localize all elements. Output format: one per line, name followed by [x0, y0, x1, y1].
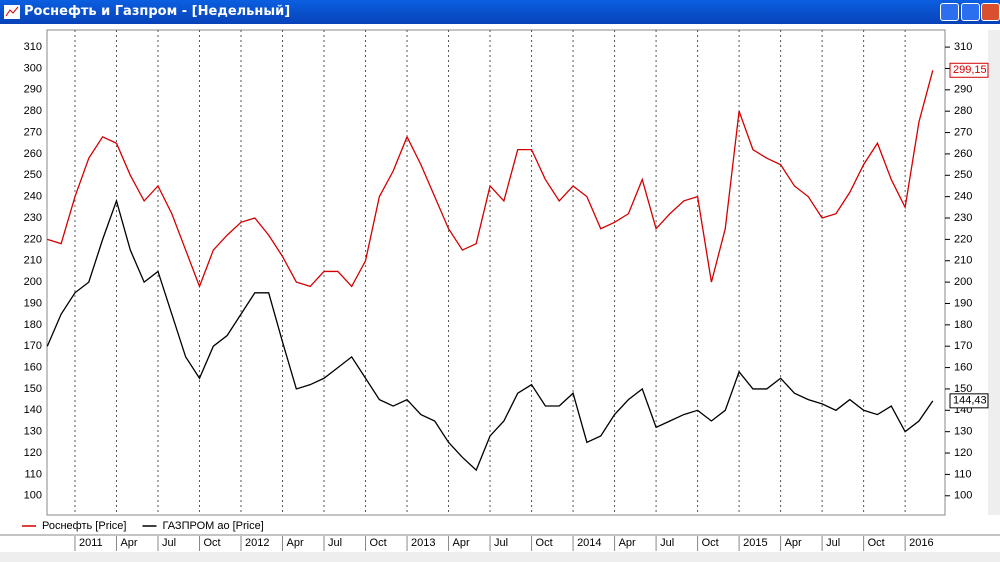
last-price-label: 299,15	[953, 64, 987, 76]
legend-label: ГАЗПРОМ ао [Price]	[162, 520, 263, 532]
side-scroll[interactable]	[988, 30, 1000, 515]
y2-tick-label: 100	[954, 490, 972, 502]
y2-tick-label: 220	[954, 233, 972, 245]
y-tick-label: 260	[24, 148, 42, 160]
y2-tick-label: 280	[954, 105, 972, 117]
x-tick-label: Apr	[619, 537, 636, 549]
x-tick-label: Apr	[453, 537, 470, 549]
y-tick-label: 280	[24, 105, 42, 117]
y-tick-label: 230	[24, 212, 42, 224]
chart-bg	[0, 24, 1000, 562]
x-tick-label: 2011	[79, 537, 103, 549]
y-tick-label: 120	[24, 447, 42, 459]
x-tick-label: Oct	[868, 537, 885, 549]
y2-tick-label: 180	[954, 319, 972, 331]
y2-tick-label: 150	[954, 383, 972, 395]
x-tick-label: Jul	[826, 537, 840, 549]
close-button[interactable]	[981, 3, 1000, 21]
x-tick-label: Oct	[370, 537, 387, 549]
x-tick-label: 2014	[577, 537, 601, 549]
y-tick-label: 240	[24, 191, 42, 203]
last-price-box	[949, 62, 989, 78]
bottom-scroll[interactable]	[0, 552, 1000, 562]
plot-frame	[46, 29, 946, 516]
x-tick-label: Oct	[203, 537, 220, 549]
window-title: Роснефть и Газпром - [Недельный]	[24, 4, 291, 19]
x-tick-label: Oct	[702, 537, 719, 549]
maximize-button[interactable]	[961, 3, 980, 21]
price-line	[47, 70, 934, 289]
y-tick-label: 270	[24, 126, 42, 138]
y2-tick-label: 240	[954, 191, 972, 203]
y2-tick-label: 190	[954, 297, 972, 309]
x-tick-label: Apr	[120, 537, 137, 549]
y-tick-label: 250	[24, 169, 42, 181]
y-tick-label: 130	[24, 426, 42, 438]
y2-tick-label: 230	[954, 212, 972, 224]
y-tick-label: 150	[24, 383, 42, 395]
app-icon	[4, 5, 20, 19]
y-tick-label: 170	[24, 340, 42, 352]
last-price-box	[949, 393, 989, 409]
x-tick-label: Jul	[660, 537, 674, 549]
y2-tick-label: 260	[954, 148, 972, 160]
y-tick-label: 310	[24, 41, 42, 53]
y-tick-label: 210	[24, 255, 42, 267]
y-tick-label: 110	[24, 468, 42, 480]
x-tick-label: Jul	[328, 537, 342, 549]
y2-tick-label: 130	[954, 426, 972, 438]
y2-tick-label: 170	[954, 340, 972, 352]
y2-tick-label: 200	[954, 276, 972, 288]
y2-tick-label: 210	[954, 255, 972, 267]
minimize-button[interactable]	[940, 3, 959, 21]
y2-tick-label: 310	[954, 41, 972, 53]
y-tick-label: 190	[24, 297, 42, 309]
y2-tick-label: 290	[954, 84, 972, 96]
y-tick-label: 300	[24, 62, 42, 74]
x-tick-label: Jul	[162, 537, 176, 549]
y2-tick-label: 110	[954, 468, 972, 480]
x-tick-label: Apr	[287, 537, 304, 549]
last-price-label: 144,43	[953, 395, 987, 407]
x-tick-label: 2013	[411, 537, 435, 549]
y2-tick-label: 160	[954, 361, 972, 373]
x-tick-label: 2015	[743, 537, 767, 549]
x-tick-label: 2016	[909, 537, 933, 549]
y-tick-label: 180	[24, 319, 42, 331]
y-tick-label: 100	[24, 490, 42, 502]
y-tick-label: 140	[24, 404, 42, 416]
x-tick-label: Apr	[785, 537, 802, 549]
price-line	[46, 198, 934, 472]
y-tick-label: 200	[24, 276, 42, 288]
y-tick-label: 220	[24, 233, 42, 245]
y-tick-label: 290	[24, 84, 42, 96]
y-tick-label: 160	[24, 361, 42, 373]
y2-tick-label: 120	[954, 447, 972, 459]
y2-tick-label: 270	[954, 126, 972, 138]
x-tick-label: Oct	[536, 537, 553, 549]
y2-tick-label: 250	[954, 169, 972, 181]
x-tick-label: Jul	[494, 537, 508, 549]
title-bar: Роснефть и Газпром - [Недельный]	[0, 0, 1000, 24]
x-tick-label: 2012	[245, 537, 269, 549]
legend-label: Роснефть [Price]	[42, 520, 126, 532]
